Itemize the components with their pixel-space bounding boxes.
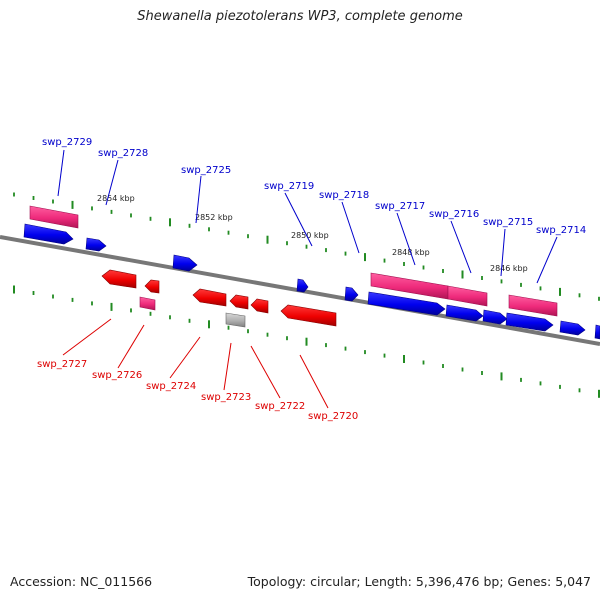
gene-label-swp-2715[interactable]: swp_2715 — [483, 217, 533, 228]
map-title: Shewanella piezotolerans WP3, complete g… — [137, 9, 463, 24]
gene-label-swp-2729[interactable]: swp_2729 — [42, 137, 92, 148]
gene-label-swp-2714[interactable]: swp_2714 — [536, 225, 586, 236]
gene-label-swp-2720[interactable]: swp_2720 — [308, 411, 358, 422]
gene-unlabeled-forward[interactable] — [85, 237, 107, 252]
scale-label: 2852 kbp — [195, 213, 233, 222]
gene-forward-tail-1[interactable] — [559, 320, 586, 336]
gene-swp-2728[interactable] — [23, 223, 74, 245]
gene-label-swp-2728[interactable]: swp_2728 — [98, 148, 148, 159]
scale-ticks — [13, 192, 600, 398]
gene-forward-long-1[interactable] — [367, 291, 446, 316]
gene-swp-2715[interactable] — [482, 309, 508, 325]
gene-swp-2729[interactable] — [29, 205, 79, 229]
reverse-leader-lines — [62, 318, 329, 409]
gene-label-swp-2717[interactable]: swp_2717 — [375, 201, 425, 212]
gene-swp-2727[interactable] — [101, 269, 137, 289]
gene-label-swp-2725[interactable]: swp_2725 — [181, 165, 231, 176]
gene-swp-2719[interactable] — [296, 278, 309, 293]
gene-label-swp-2716[interactable]: swp_2716 — [429, 209, 479, 220]
gene-swp-2716[interactable] — [447, 285, 488, 307]
gene-swp-2724[interactable] — [192, 288, 227, 307]
gene-swp-2725[interactable] — [172, 254, 198, 272]
gene-label-swp-2724[interactable]: swp_2724 — [146, 381, 196, 392]
gene-label-swp-2723[interactable]: swp_2723 — [201, 392, 251, 403]
gene-swp-2723[interactable] — [225, 312, 246, 328]
gene-rev-mid-1[interactable] — [229, 294, 249, 310]
scale-label: 2850 kbp — [291, 231, 329, 240]
forward-leader-lines — [57, 149, 558, 284]
gene-forward-tail-2[interactable] — [594, 324, 600, 340]
accession-text: Accession: NC_011566 — [10, 574, 153, 589]
gene-swp-2720[interactable] — [280, 304, 337, 327]
gene-swp-2726[interactable] — [139, 296, 156, 311]
gene-rev-small[interactable] — [144, 279, 160, 294]
gene-label-swp-2726[interactable]: swp_2726 — [92, 370, 142, 381]
gene-label-swp-2719[interactable]: swp_2719 — [264, 181, 314, 192]
gene-label-swp-2718[interactable]: swp_2718 — [319, 190, 369, 201]
gene-forward-long-3[interactable] — [505, 312, 554, 332]
gene-label-swp-2722[interactable]: swp_2722 — [255, 401, 305, 412]
gene-swp-2718[interactable] — [344, 286, 359, 302]
gene-swp-2722[interactable] — [250, 298, 269, 314]
genome-summary-text: Topology: circular; Length: 5,396,476 bp… — [247, 574, 591, 589]
gene-forward-long-2[interactable] — [445, 304, 484, 322]
scale-label: 2846 kbp — [490, 264, 528, 273]
gene-swp-2714[interactable] — [508, 294, 558, 317]
gene-label-swp-2727[interactable]: swp_2727 — [37, 359, 87, 370]
scale-label: 2854 kbp — [97, 194, 135, 203]
